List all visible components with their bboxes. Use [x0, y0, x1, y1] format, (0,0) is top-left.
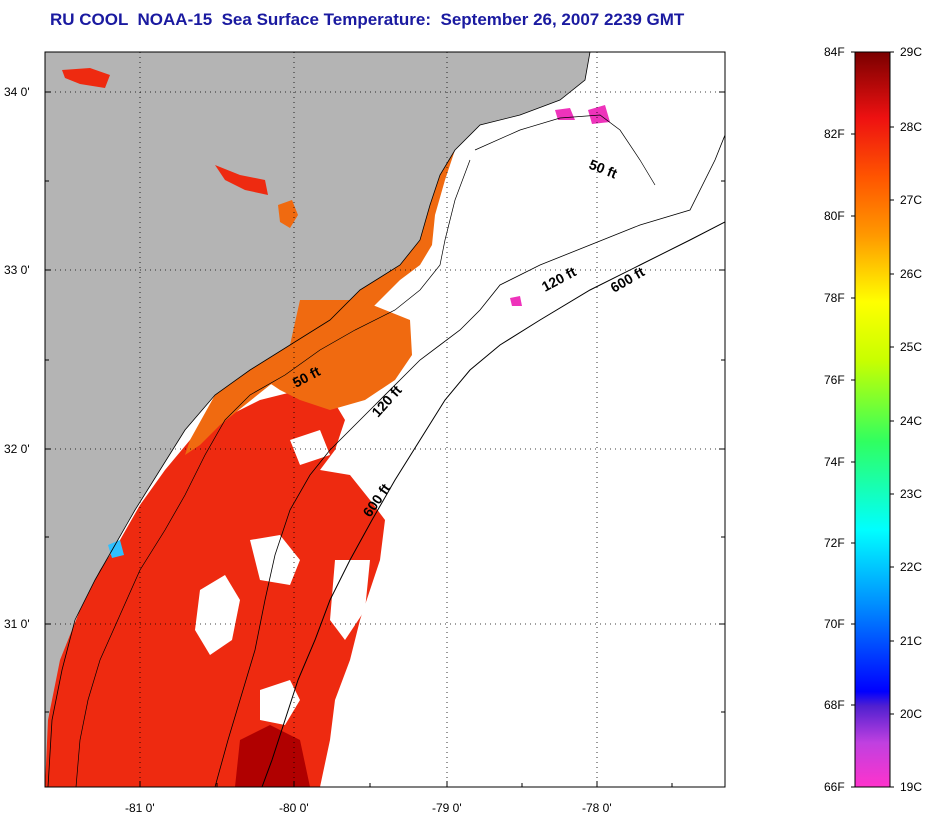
- contour-50ft: [75, 114, 656, 787]
- colorbar-c-label: 26C: [900, 267, 922, 281]
- lat-label: 33 0': [4, 263, 30, 277]
- colorbar-f-label: 66F: [824, 780, 845, 794]
- lon-label: -79 0': [432, 801, 462, 815]
- colorbar-f-label: 74F: [824, 455, 845, 469]
- cloud-gap: [260, 680, 300, 725]
- colorbar-f-labels: 84F 82F 80F 78F 76F 74F 72F 70F 68F 66F: [824, 45, 845, 794]
- lon-label: -78 0': [582, 801, 612, 815]
- colorbar-c-label: 27C: [900, 193, 922, 207]
- colorbar-f-label: 80F: [824, 209, 845, 223]
- sst-offshore-patch: [278, 200, 298, 228]
- colorbar-c-labels: 29C 28C 27C 26C 25C 24C 23C 22C 21C 20C …: [900, 45, 922, 794]
- colorbar-c-label: 22C: [900, 560, 922, 574]
- colorbar-c-label: 20C: [900, 707, 922, 721]
- contour-600ft: [261, 221, 725, 787]
- sst-nearshore-band: [185, 150, 455, 455]
- colorbar: [854, 51, 891, 788]
- cloud-gap: [290, 430, 330, 465]
- coastline: [47, 52, 591, 787]
- sst-cold-patch: [588, 105, 610, 124]
- sst-cool-patch: [108, 540, 124, 558]
- cloud-gap: [250, 535, 300, 585]
- colorbar-c-label: 28C: [900, 120, 922, 134]
- axis-ticks: [45, 91, 725, 787]
- colorbar-ticks: [851, 51, 894, 788]
- colorbar-c-label: 19C: [900, 780, 922, 794]
- sst-cold-patch: [510, 296, 522, 306]
- contour-120ft: [214, 134, 725, 787]
- sst-orange-patch: [250, 300, 412, 410]
- colorbar-c-label: 21C: [900, 634, 922, 648]
- colorbar-c-label: 29C: [900, 45, 922, 59]
- colorbar-f-label: 72F: [824, 536, 845, 550]
- lat-label: 32 0': [4, 442, 30, 456]
- land-mass: [45, 52, 590, 787]
- colorbar-c-label: 23C: [900, 487, 922, 501]
- grid-lines: [45, 52, 725, 787]
- colorbar-f-label: 70F: [824, 617, 845, 631]
- lon-label: -80 0': [279, 801, 309, 815]
- colorbar-f-label: 76F: [824, 373, 845, 387]
- colorbar-f-label: 78F: [824, 291, 845, 305]
- colorbar-f-label: 68F: [824, 698, 845, 712]
- plot-border: [44, 51, 726, 788]
- colorbar-f-label: 82F: [824, 127, 845, 141]
- map-title: RU COOL NOAA-15 Sea Surface Temperature:…: [50, 10, 685, 29]
- sst-offshore-patch: [215, 165, 268, 195]
- colorbar-f-label: 84F: [824, 45, 845, 59]
- sst-hot-patch: [235, 725, 310, 787]
- cloud-gap: [195, 575, 240, 655]
- lat-label: 34 0': [4, 85, 30, 99]
- colorbar-c-label: 24C: [900, 414, 922, 428]
- colorbar-c-label: 25C: [900, 340, 922, 354]
- lon-label: -81 0': [125, 801, 155, 815]
- sst-offshore-patch: [62, 68, 110, 88]
- lat-label: 31 0': [4, 617, 30, 631]
